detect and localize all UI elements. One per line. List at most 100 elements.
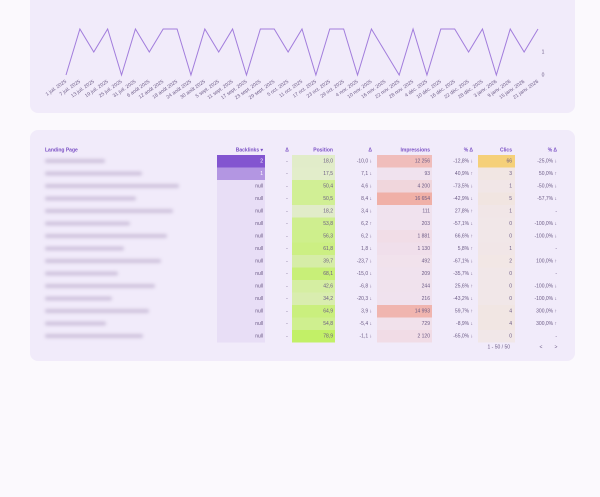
chart-card <box>30 0 575 113</box>
table-cell: - <box>286 208 288 214</box>
table-cell: null <box>255 296 263 302</box>
table-cell: 50,0% ↑ <box>539 171 557 177</box>
table-cell: 18,0 <box>323 158 333 164</box>
heat-cell <box>377 242 432 255</box>
table-cell: null <box>255 333 263 339</box>
table-cell: 209 <box>422 271 431 277</box>
table-cell: - <box>286 271 288 277</box>
table-cell: 1,8 ↓ <box>361 246 372 252</box>
table-cell: 1 <box>509 246 512 252</box>
column-header: Clics <box>500 147 512 153</box>
table-cell: - <box>555 246 557 252</box>
table-cell: 0 <box>509 271 512 277</box>
table-cell: 59,7% ↑ <box>455 308 473 314</box>
next-page[interactable]: > <box>555 344 558 350</box>
table-cell: 244 <box>422 283 431 289</box>
heat-cell <box>292 180 335 193</box>
table-cell: 6,2 ↑ <box>361 221 372 227</box>
table-cell: -100,0% ↓ <box>534 233 557 239</box>
heat-cell <box>377 217 432 230</box>
table-cell: null <box>255 221 263 227</box>
table-cell: - <box>286 321 288 327</box>
table-cell: 61,8 <box>323 246 333 252</box>
blurred-page <box>45 309 149 313</box>
table-cell: 100,0% ↑ <box>536 258 557 264</box>
heat-cell <box>292 255 335 268</box>
table-cell: 5 <box>509 196 512 202</box>
pagination: 1 - 50 / 50 <box>487 344 510 350</box>
heat-cell <box>377 192 432 205</box>
heat-cell <box>377 305 432 318</box>
table-cell: 1 <box>260 171 263 177</box>
table-cell: -42,9% ↓ <box>453 196 473 202</box>
table-cell: -50,0% ↓ <box>537 183 557 189</box>
table-cell: - <box>286 333 288 339</box>
table-cell: 25,6% ↑ <box>455 283 473 289</box>
heat-cell <box>292 205 335 218</box>
heat-cell <box>292 292 335 305</box>
table-cell: - <box>286 183 288 189</box>
prev-page[interactable]: < <box>540 344 543 350</box>
table-cell: - <box>286 283 288 289</box>
heat-cell <box>478 230 515 243</box>
heat-cell <box>217 192 265 205</box>
table-cell: 66,6% ↑ <box>455 233 473 239</box>
column-header: % Δ <box>464 147 474 153</box>
table-cell: -20,3 ↓ <box>357 296 372 302</box>
table-cell: 1 130 <box>417 246 430 252</box>
table-cell: null <box>255 258 263 264</box>
heat-cell <box>217 242 265 255</box>
table-cell: 50,5 <box>323 196 333 202</box>
table-cell: -65,0% ↓ <box>453 333 473 339</box>
blurred-page <box>45 171 142 176</box>
table-cell: 492 <box>422 258 431 264</box>
heat-cell <box>217 292 265 305</box>
table-cell: 68,1 <box>323 271 333 277</box>
table-cell: 42,6 <box>323 283 333 289</box>
heat-cell <box>377 292 432 305</box>
table-cell: 40,9% ↑ <box>455 171 473 177</box>
table-cell: -57,1% ↓ <box>453 221 473 227</box>
heat-cell <box>478 180 515 193</box>
table-cell: 66 <box>506 158 512 164</box>
table-cell: null <box>255 183 263 189</box>
heat-cell <box>478 317 515 330</box>
table-cell: 2 <box>509 258 512 264</box>
table-cell: 1 881 <box>417 233 430 239</box>
heat-cell <box>217 180 265 193</box>
heat-cell <box>292 305 335 318</box>
heat-cell <box>377 255 432 268</box>
table-cell: -5,4 ↓ <box>359 321 372 327</box>
table-cell: -23,7 ↓ <box>357 258 372 264</box>
table-cell: 4 <box>509 308 512 314</box>
heat-cell <box>377 230 432 243</box>
table-cell: 203 <box>422 221 431 227</box>
blurred-page <box>45 159 105 163</box>
table-cell: -10,0 ↓ <box>357 158 372 164</box>
table-cell: 64,9 <box>323 308 333 314</box>
table-cell: 0 <box>509 221 512 227</box>
heat-cell <box>478 280 515 293</box>
heat-cell <box>292 167 335 180</box>
table-cell: -6,8 ↓ <box>359 283 372 289</box>
table-cell: 18,2 <box>323 208 333 214</box>
table-cell: 4 200 <box>417 183 430 189</box>
column-header: Impressions <box>401 147 431 153</box>
column-header: % Δ <box>548 147 558 153</box>
table-cell: -73,5% ↓ <box>453 183 473 189</box>
heat-cell <box>478 255 515 268</box>
heat-cell <box>217 305 265 318</box>
heat-cell <box>478 292 515 305</box>
heat-cell <box>377 180 432 193</box>
table-cell: -8,9% ↓ <box>456 321 473 327</box>
table-cell: 12 256 <box>415 158 431 164</box>
heat-cell <box>478 205 515 218</box>
heat-cell <box>478 192 515 205</box>
table-cell: 7,1 ↓ <box>361 171 372 177</box>
table-cell: - <box>286 308 288 314</box>
table-cell: 78,9 <box>323 333 333 339</box>
table-cell: -100,0% ↓ <box>534 296 557 302</box>
column-header: Landing Page <box>45 147 78 153</box>
table-cell: 216 <box>422 296 431 302</box>
table-cell: -25,0% ↓ <box>537 158 557 164</box>
